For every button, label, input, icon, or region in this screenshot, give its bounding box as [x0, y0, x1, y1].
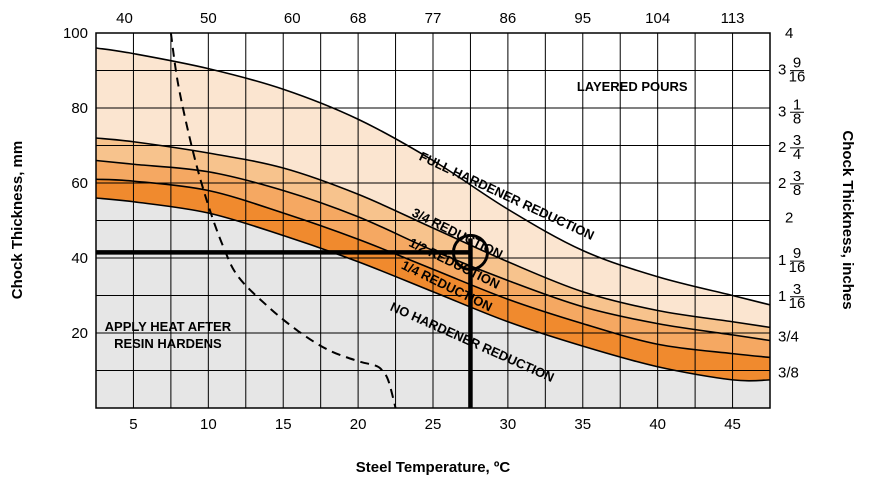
right-tick-label: 3/4 [778, 329, 799, 346]
x-tick-label: 25 [425, 416, 442, 433]
top-tick-label: 40 [116, 10, 133, 27]
tick-labels: 5 10 15 20 25 30 35 40 45 20 40 60 80 100 40 50 60 68 77 86… [63, 10, 805, 433]
y-tick-label: 100 [63, 25, 88, 42]
y-right-axis-title: Chock Thickness, inches [839, 130, 856, 309]
top-tick-label: 113 [721, 10, 745, 27]
annotation-heat2: RESIN HARDENS [114, 336, 222, 351]
right-tick-numerator: 3 [793, 132, 801, 149]
right-tick-numerator: 9 [793, 55, 801, 72]
right-tick-denominator: 16 [789, 259, 806, 276]
annotation-heat1: APPLY HEAT AFTER [105, 319, 232, 334]
y-axis-title: Chock Thickness, mm [9, 141, 26, 299]
curve-none [96, 197, 770, 382]
annotation-layered: LAYERED POURS [577, 79, 688, 94]
right-tick-denominator: 8 [793, 110, 801, 127]
right-tick-denominator: 16 [789, 295, 806, 312]
y-tick-label: 40 [71, 250, 88, 267]
right-tick-whole: 3 [778, 103, 786, 120]
right-tick-whole: 1 [778, 252, 786, 269]
right-tick-denominator: 16 [789, 69, 806, 86]
heat-boundary-layer [169, 33, 397, 408]
example-lookup [96, 233, 489, 408]
curve-three-quarter [96, 137, 770, 329]
right-tick-label: 4 [785, 25, 793, 42]
x-tick-label: 10 [200, 416, 217, 433]
x-tick-label: 40 [649, 416, 666, 433]
right-tick-denominator: 4 [793, 146, 801, 163]
right-tick-denominator: 8 [793, 182, 801, 199]
right-tick-numerator: 1 [793, 96, 801, 113]
x-tick-label: 30 [500, 416, 517, 433]
right-tick-whole: 2 [778, 175, 786, 192]
x-tick-label: 15 [275, 416, 292, 433]
example-circle [451, 233, 489, 271]
right-tick-numerator: 3 [793, 281, 801, 298]
top-tick-label: 104 [645, 10, 670, 27]
right-tick-whole: 3 [778, 62, 786, 79]
right-tick-whole: 2 [778, 139, 786, 156]
x-tick-label: 5 [129, 416, 137, 433]
y-tick-label: 20 [71, 325, 88, 342]
plot-frame [95, 32, 771, 409]
top-tick-label: 86 [500, 10, 517, 27]
top-tick-label: 60 [284, 10, 301, 27]
y-tick-label: 80 [71, 100, 88, 117]
curve-full [96, 47, 770, 306]
x-tick-label: 35 [574, 416, 591, 433]
x-tick-label: 20 [350, 416, 367, 433]
x-axis-title: Steel Temperature, ºC [356, 459, 511, 476]
top-tick-label: 77 [425, 10, 442, 27]
top-tick-label: 95 [574, 10, 591, 27]
y-tick-label: 60 [71, 175, 88, 192]
top-tick-label: 68 [350, 10, 367, 27]
right-tick-label: 2 [785, 210, 793, 227]
x-tick-label: 45 [724, 416, 741, 433]
right-tick-numerator: 9 [793, 245, 801, 262]
plot-border [95, 32, 771, 409]
right-tick-numerator: 3 [793, 168, 801, 185]
curve-quarter [96, 178, 770, 359]
right-tick-label: 3/8 [778, 364, 799, 381]
right-tick-whole: 1 [778, 288, 786, 305]
heat-boundary-line [169, 33, 397, 408]
top-tick-label: 50 [200, 10, 217, 27]
